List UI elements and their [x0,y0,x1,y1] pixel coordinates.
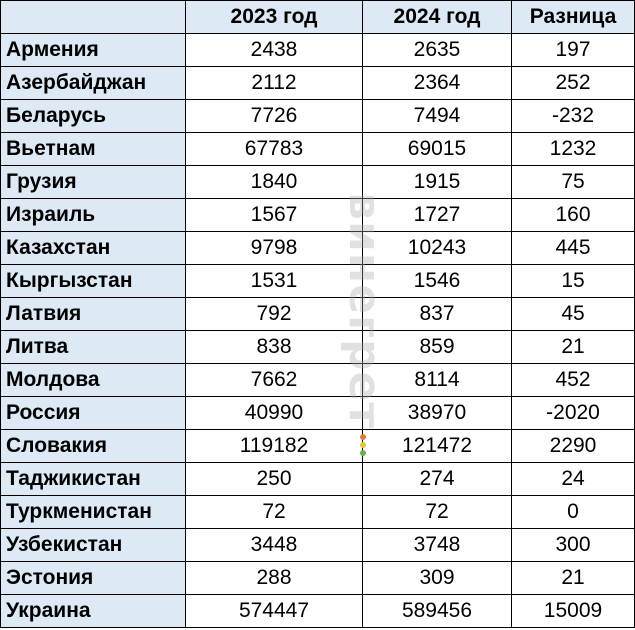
diff-cell: 160 [511,198,635,232]
table-row: Россия 40990 38970 -2020 [0,396,635,430]
country-cell: Вьетнам [0,132,186,166]
value-2023-cell: 67783 [185,132,363,166]
diff-cell: 21 [511,330,635,364]
country-cell: Азербайджан [0,66,186,100]
country-cell: Украина [0,594,186,628]
table-row: Израиль 1567 1727 160 [0,198,635,232]
diff-cell: -2020 [511,396,635,430]
value-2023-cell: 574447 [185,594,363,628]
value-2024-cell: 589456 [362,594,512,628]
table-row: Кыргызстан 1531 1546 15 [0,264,635,298]
country-cell: Латвия [0,297,186,331]
value-2024-cell: 72 [362,495,512,529]
value-2024-cell: 2635 [362,33,512,67]
country-cell: Таджикистан [0,462,186,496]
country-cell: Армения [0,33,186,67]
table-row: Словакия 119182 121472 2290 [0,429,635,463]
country-cell: Израиль [0,198,186,232]
table-row: Казахстан 9798 10243 445 [0,231,635,265]
value-2023-cell: 40990 [185,396,363,430]
header-row: 2023 год 2024 год Разница [0,0,635,34]
table-row: Эстония 288 309 21 [0,561,635,595]
country-cell: Узбекистан [0,528,186,562]
value-2023-cell: 1840 [185,165,363,199]
diff-cell: 445 [511,231,635,265]
value-2023-cell: 1531 [185,264,363,298]
table-row: Латвия 792 837 45 [0,297,635,331]
table-row: Таджикистан 250 274 24 [0,462,635,496]
table-row: Азербайджан 2112 2364 252 [0,66,635,100]
country-cell: Россия [0,396,186,430]
value-2024-cell: 38970 [362,396,512,430]
table-row: Армения 2438 2635 197 [0,33,635,67]
country-cell: Словакия [0,429,186,463]
table-row: Вьетнам 67783 69015 1232 [0,132,635,166]
diff-cell: 2290 [511,429,635,463]
diff-cell: 15 [511,264,635,298]
table-row: Литва 838 859 21 [0,330,635,364]
diff-cell: 252 [511,66,635,100]
value-2024-cell: 837 [362,297,512,331]
country-cell: Эстония [0,561,186,595]
diff-cell: 15009 [511,594,635,628]
value-2024-cell: 274 [362,462,512,496]
table-row: Украина 574447 589456 15009 [0,594,635,628]
value-2023-cell: 792 [185,297,363,331]
value-2024-cell: 859 [362,330,512,364]
value-2023-cell: 7662 [185,363,363,397]
value-2024-cell: 309 [362,561,512,595]
value-2023-cell: 2112 [185,66,363,100]
diff-cell: 452 [511,363,635,397]
value-2024-cell: 1915 [362,165,512,199]
table-row: Узбекистан 3448 3748 300 [0,528,635,562]
diff-cell: 197 [511,33,635,67]
value-2023-cell: 2438 [185,33,363,67]
country-cell: Литва [0,330,186,364]
value-2024-cell: 69015 [362,132,512,166]
diff-cell: 1232 [511,132,635,166]
table-row: Туркменистан 72 72 0 [0,495,635,529]
diff-cell: 300 [511,528,635,562]
value-2023-cell: 1567 [185,198,363,232]
value-2024-cell: 2364 [362,66,512,100]
value-2024-cell: 8114 [362,363,512,397]
diff-cell: 21 [511,561,635,595]
diff-cell: 0 [511,495,635,529]
country-cell: Беларусь [0,99,186,133]
header-diff: Разница [511,0,635,34]
value-2023-cell: 838 [185,330,363,364]
value-2023-cell: 250 [185,462,363,496]
country-cell: Молдова [0,363,186,397]
country-cell: Казахстан [0,231,186,265]
country-cell: Грузия [0,165,186,199]
diff-cell: 75 [511,165,635,199]
diff-cell: -232 [511,99,635,133]
header-country [0,0,186,34]
value-2023-cell: 72 [185,495,363,529]
value-2023-cell: 9798 [185,231,363,265]
header-2023: 2023 год [185,0,363,34]
table-row: Беларусь 7726 7494 -232 [0,99,635,133]
header-2024: 2024 год [362,0,512,34]
value-2024-cell: 1727 [362,198,512,232]
value-2023-cell: 3448 [185,528,363,562]
diff-cell: 45 [511,297,635,331]
table-row: Грузия 1840 1915 75 [0,165,635,199]
value-2024-cell: 1546 [362,264,512,298]
table-row: Молдова 7662 8114 452 [0,363,635,397]
country-cell: Туркменистан [0,495,186,529]
country-cell: Кыргызстан [0,264,186,298]
diff-cell: 24 [511,462,635,496]
value-2023-cell: 119182 [185,429,363,463]
value-2023-cell: 288 [185,561,363,595]
value-2024-cell: 10243 [362,231,512,265]
value-2023-cell: 7726 [185,99,363,133]
value-2024-cell: 121472 [362,429,512,463]
value-2024-cell: 3748 [362,528,512,562]
table-body: Армения 2438 2635 197 Азербайджан 2112 2364 252… [0,33,635,628]
value-2024-cell: 7494 [362,99,512,133]
